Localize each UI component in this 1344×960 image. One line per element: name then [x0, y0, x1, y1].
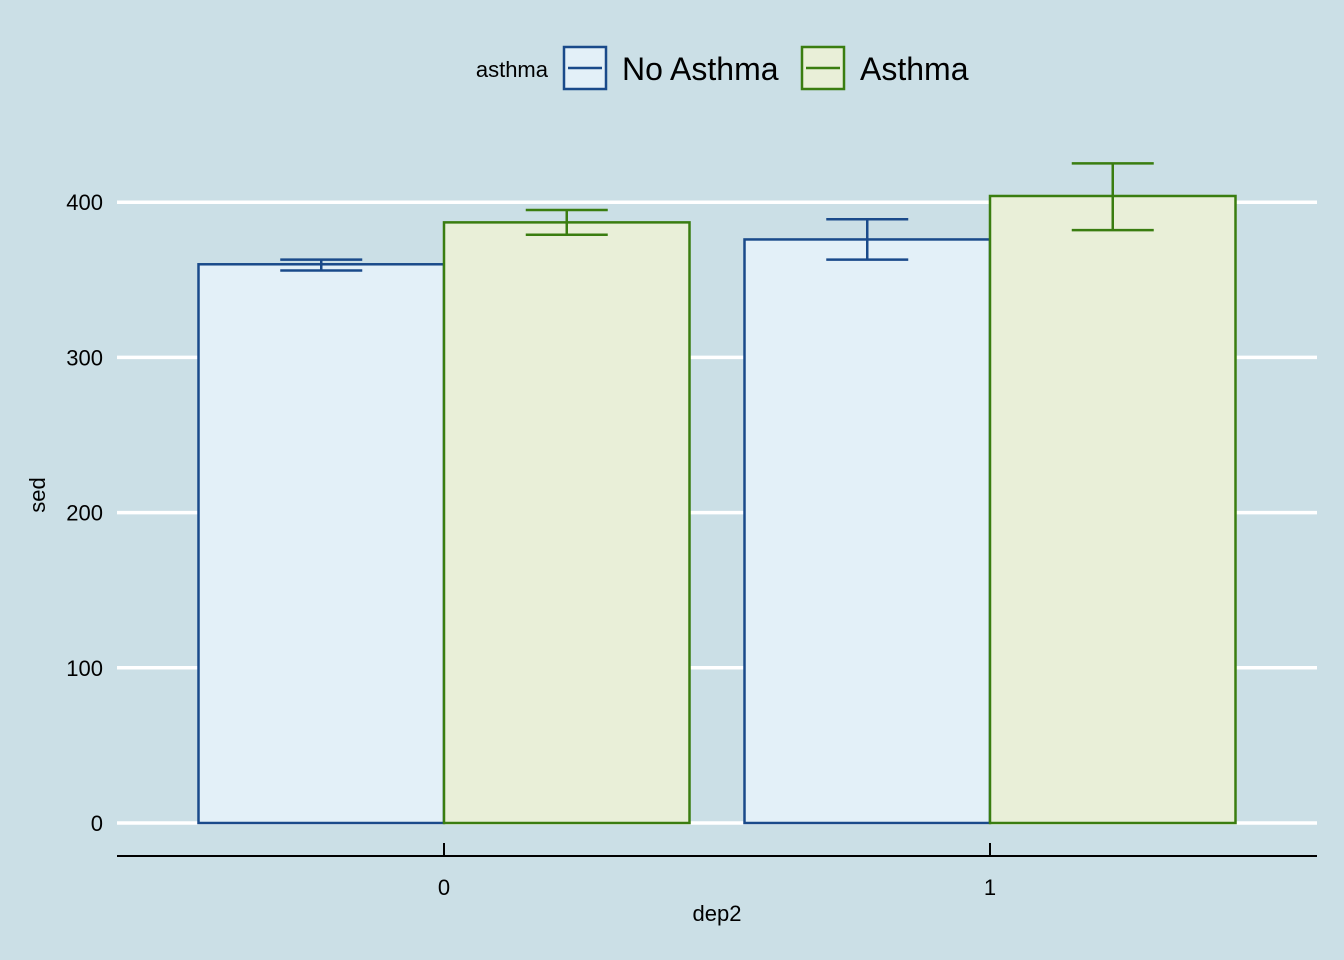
bar	[197, 263, 446, 825]
error-bar	[280, 258, 363, 272]
error-bars	[280, 162, 1154, 272]
x-axis-title: dep2	[693, 901, 742, 926]
y-tick-label: 0	[91, 811, 103, 836]
y-tick-label: 200	[66, 501, 103, 526]
legend-item: Asthma	[800, 45, 969, 91]
legend: asthma No Asthma Asthma	[476, 45, 969, 91]
legend-label: No Asthma	[622, 51, 779, 87]
legend-title: asthma	[476, 57, 549, 82]
legend-item: No Asthma	[562, 45, 779, 91]
y-axis-title: sed	[25, 477, 50, 512]
bars	[197, 194, 1237, 825]
bar	[442, 221, 691, 825]
error-bar	[826, 218, 909, 261]
y-tick-label: 400	[66, 190, 103, 215]
y-tick-label: 100	[66, 656, 103, 681]
y-axis-ticks: 0 100 200 300 400	[66, 190, 103, 836]
bar	[988, 194, 1237, 825]
error-bar	[1071, 162, 1154, 232]
error-bar	[525, 208, 608, 237]
x-tick-label: 0	[438, 875, 450, 900]
x-tick-label: 1	[984, 875, 996, 900]
y-tick-label: 300	[66, 345, 103, 370]
bar	[743, 238, 992, 825]
legend-label: Asthma	[860, 51, 969, 87]
